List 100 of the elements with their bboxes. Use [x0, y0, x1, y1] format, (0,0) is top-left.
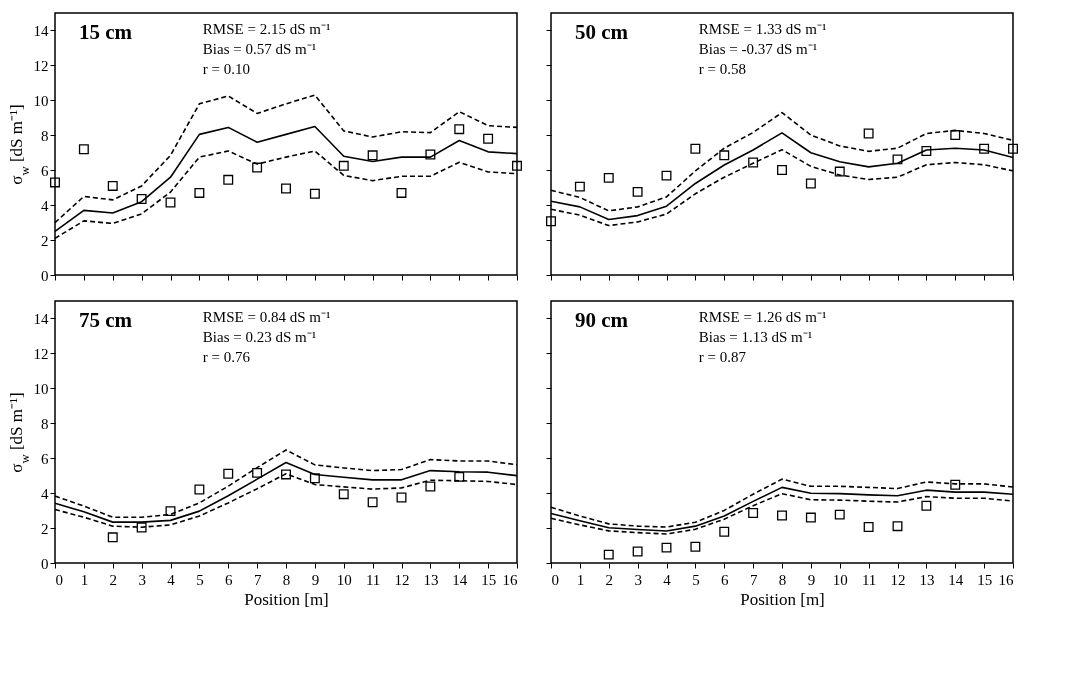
- point: [834, 166, 845, 177]
- annotation: RMSE = 2.15 dS m⁻¹: [202, 21, 331, 37]
- chart-title: 15 cm: [79, 20, 133, 44]
- x-tick-label: 14: [452, 571, 468, 588]
- point: [719, 526, 730, 537]
- point: [748, 157, 759, 168]
- x-tick-label: 1: [80, 571, 89, 588]
- point: [892, 154, 903, 165]
- x-axis-title: Position [m]: [244, 589, 329, 609]
- y-tick-label: 8: [41, 415, 49, 432]
- point: [512, 160, 522, 171]
- x-tick-label: 9: [807, 571, 816, 588]
- point: [107, 180, 118, 191]
- y-tick-label: 2: [41, 520, 49, 537]
- point: [805, 178, 816, 189]
- point: [136, 522, 147, 533]
- point: [483, 133, 494, 144]
- point: [367, 497, 378, 508]
- y-tick-label: 6: [41, 450, 49, 467]
- x-tick-label: 13: [919, 571, 935, 588]
- x-tick-label: 1: [576, 571, 585, 588]
- y-tick-label: 4: [41, 485, 49, 502]
- y-tick-label: 8: [41, 127, 49, 144]
- point: [632, 546, 643, 557]
- y-tick-label: 0: [41, 555, 49, 572]
- point: [252, 162, 263, 173]
- point: [661, 542, 672, 553]
- point: [603, 172, 614, 183]
- point: [165, 506, 176, 517]
- y-tick-label: 14: [33, 22, 49, 39]
- x-tick-label: 16: [502, 571, 518, 588]
- point: [309, 188, 320, 199]
- x-tick-label: 6: [225, 571, 233, 588]
- chart-title: 50 cm: [575, 20, 629, 44]
- point: [863, 522, 874, 532]
- x-tick-label: 10: [832, 571, 848, 588]
- point: [690, 541, 701, 552]
- annotation: RMSE = 1.26 dS m⁻¹: [698, 309, 827, 325]
- annotation: r = 0.87: [698, 349, 747, 365]
- point: [863, 128, 874, 139]
- y-tick-label: 6: [41, 162, 49, 179]
- x-tick-label: 6: [721, 571, 729, 588]
- x-tick-label: 5: [692, 571, 700, 588]
- y-tick-label: 14: [33, 310, 49, 327]
- annotation: Bias = 1.13 dS m⁻¹: [698, 329, 813, 345]
- y-tick-label: 12: [33, 57, 49, 74]
- point: [252, 467, 263, 478]
- chart-title: 90 cm: [575, 308, 629, 332]
- point: [367, 150, 378, 161]
- point: [892, 521, 903, 532]
- chart-title: 75 cm: [79, 308, 133, 332]
- y-tick-label: 4: [41, 197, 49, 214]
- point: [425, 481, 436, 492]
- x-tick-label: 9: [311, 571, 320, 588]
- point: [950, 130, 961, 141]
- y-tick-label: 12: [33, 345, 49, 362]
- annotation: Bias = 0.23 dS m⁻¹: [202, 329, 317, 345]
- point: [1008, 143, 1018, 154]
- point: [454, 471, 465, 482]
- x-tick-label: 8: [778, 571, 787, 588]
- x-tick-label: 15: [977, 571, 993, 588]
- x-tick-label: 2: [109, 571, 117, 588]
- point: [136, 194, 147, 204]
- point: [574, 181, 585, 192]
- x-tick-label: 8: [282, 571, 291, 588]
- point: [834, 509, 845, 520]
- x-tick-label: 5: [196, 571, 204, 588]
- point: [777, 165, 787, 176]
- point: [165, 197, 176, 208]
- annotation: r = 0.76: [202, 349, 251, 365]
- point: [777, 510, 787, 521]
- point: [223, 174, 234, 185]
- point: [979, 143, 990, 154]
- x-tick-label: 15: [481, 571, 497, 588]
- annotation: RMSE = 1.33 dS m⁻¹: [698, 21, 827, 37]
- annotation: Bias = -0.37 dS m⁻¹: [698, 41, 818, 57]
- x-tick-label: 4: [167, 571, 176, 588]
- annotation: RMSE = 0.84 dS m⁻¹: [202, 309, 331, 325]
- x-tick-label: 3: [634, 571, 642, 588]
- point: [748, 508, 759, 519]
- point: [661, 170, 672, 181]
- x-tick-label: 7: [253, 571, 262, 588]
- x-tick-label: 3: [138, 571, 146, 588]
- point: [281, 183, 291, 194]
- x-tick-label: 11: [861, 571, 877, 588]
- point: [454, 124, 465, 135]
- x-tick-label: 0: [551, 571, 559, 588]
- point: [338, 489, 349, 500]
- x-tick-label: 4: [663, 571, 672, 588]
- point: [281, 469, 291, 480]
- point: [78, 144, 89, 155]
- point: [632, 186, 643, 197]
- point: [950, 479, 961, 490]
- x-tick-label: 2: [605, 571, 613, 588]
- point: [921, 146, 932, 156]
- x-tick-label: 16: [998, 571, 1014, 588]
- point: [690, 143, 701, 154]
- x-tick-label: 12: [890, 571, 906, 588]
- x-tick-label: 14: [948, 571, 964, 588]
- annotation: Bias = 0.57 dS m⁻¹: [202, 41, 317, 57]
